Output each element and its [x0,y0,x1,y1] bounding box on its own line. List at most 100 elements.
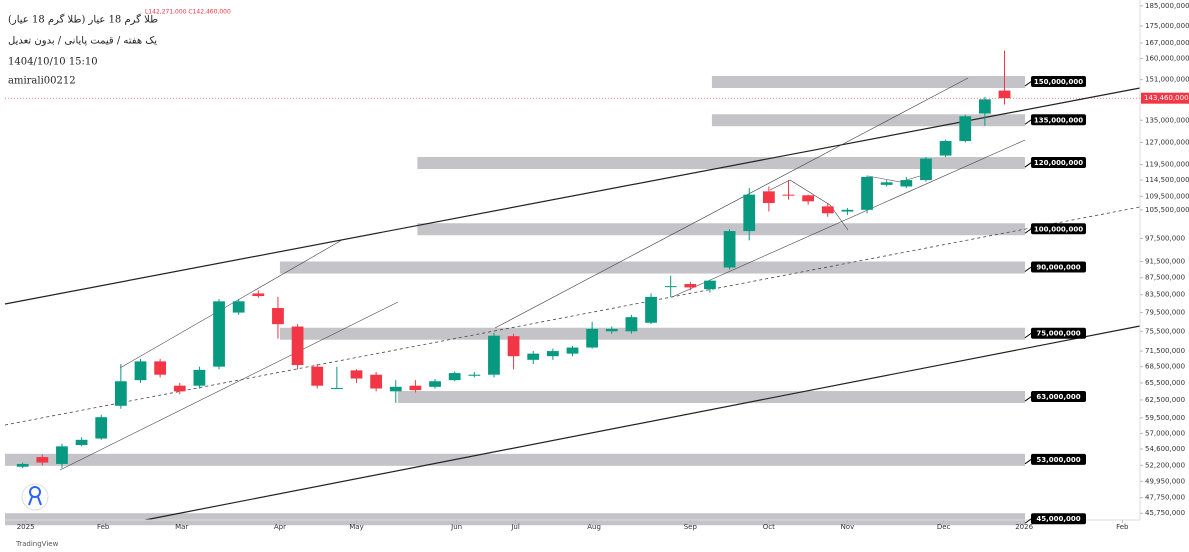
candle-body [605,328,618,332]
x-tick-label: 2025 [17,523,35,531]
candle-body [370,374,383,389]
level-label: 150,000,000 [1034,78,1083,86]
x-tick-label: Feb [97,523,110,531]
candle-body [527,353,540,360]
candle-body [645,296,657,323]
x-tick-label: Feb [1116,523,1129,531]
level-label-box [1031,513,1086,525]
y-tick-label: 45,750,000 [1145,509,1185,517]
y-tick-label: 114,500,000 [1145,176,1189,184]
last-price-label: 143,460,000 [1144,94,1189,102]
x-tick-label: Dec [937,523,951,531]
trend-line [4,206,1141,426]
candle-body [939,141,952,156]
candle-body [448,373,461,381]
level-connector [1024,161,1033,168]
y-tick-label: 97,500,000 [1145,234,1185,242]
level-label: 53,000,000 [1036,456,1080,464]
candle-body [704,280,716,290]
level-label: 45,000,000 [1036,515,1080,523]
candle-body [586,328,599,348]
level-zone [5,513,1025,526]
last-price-box [1141,92,1189,104]
candle-body [488,335,500,375]
date-text: 1404/10/10 15:10 [8,57,98,68]
candle-body [566,347,579,354]
level-label-box [1031,261,1086,273]
trend-line [144,325,1141,521]
candle-body [36,457,49,463]
y-tick-label: 175,000,000 [1145,22,1189,30]
x-tick-label: Sep [684,523,698,531]
author: amirali00212 [8,76,76,87]
level-connector [1024,227,1033,234]
x-tick-label: Jul [510,523,520,531]
candle-body [429,381,441,387]
level-label: 100,000,000 [1034,225,1083,233]
x-tick-label: Apr [274,523,286,531]
level-zone [279,327,1026,340]
y-tick-label: 185,000,000 [1145,2,1189,10]
candle-body [900,180,913,187]
level-zone [397,391,1026,404]
trend-line [867,175,921,183]
candle-body [389,386,402,392]
trend-line [769,179,849,231]
candle-body [75,439,88,446]
x-tick-label: 2026 [1015,523,1033,531]
y-tick-label: 62,500,000 [1145,396,1185,404]
candle-body [625,317,638,332]
candle-body [468,374,481,376]
candle-body [959,116,972,142]
y-tick-label: 167,000,000 [1145,39,1189,47]
level-connector [1024,458,1033,465]
logo-badge [21,483,49,511]
candle-body [350,370,363,379]
level-zone [279,261,1026,274]
candle-body [782,194,795,196]
level-connector [1024,80,1033,87]
level-label-box [1031,453,1086,465]
candle-body [546,351,559,357]
level-connector [1024,266,1033,272]
level-zone [5,453,1025,466]
candle-body [114,381,127,406]
level-zone [417,157,1025,170]
level-connector [1024,395,1033,402]
trend-line [4,87,1141,305]
level-label-box [1031,157,1086,169]
candles [16,50,1011,469]
candle-body [95,417,108,439]
candle-body [272,308,284,325]
level-label-box [1031,391,1086,403]
candle-body [134,361,147,381]
y-tick-label: 91,500,000 [1145,258,1185,266]
trend-line [119,239,343,369]
level-label: 75,000,000 [1036,330,1080,338]
x-tick-label: May [349,523,363,531]
candle-body [821,206,834,214]
y-tick-label: 151,000,000 [1145,76,1189,84]
candle-body [291,326,304,366]
y-tick-label: 160,000,000 [1145,55,1189,63]
candle-body [998,90,1011,99]
trend-lines [4,77,1141,521]
y-tick-label: 83,500,000 [1145,291,1185,299]
level-label: 120,000,000 [1034,159,1083,167]
y-tick-label: 75,500,000 [1145,327,1185,335]
candle-body [252,293,265,297]
y-tick-label: 47,750,000 [1145,494,1185,502]
y-tick-label: 109,500,000 [1145,192,1189,200]
level-label: 135,000,000 [1034,116,1083,124]
trend-line [671,139,1026,298]
x-tick-label: Aug [587,523,601,531]
level-zone [417,223,1025,236]
y-tick-label: 57,000,000 [1145,429,1185,437]
subtitle: یک هفته / قیمت پایانی / بدون تعدیل [8,36,157,47]
level-connector [1024,332,1033,339]
candle-body [723,231,736,268]
y-tick-label: 79,500,000 [1145,309,1185,317]
level-zone [711,76,1025,89]
y-tick-label: 68,500,000 [1145,363,1185,371]
